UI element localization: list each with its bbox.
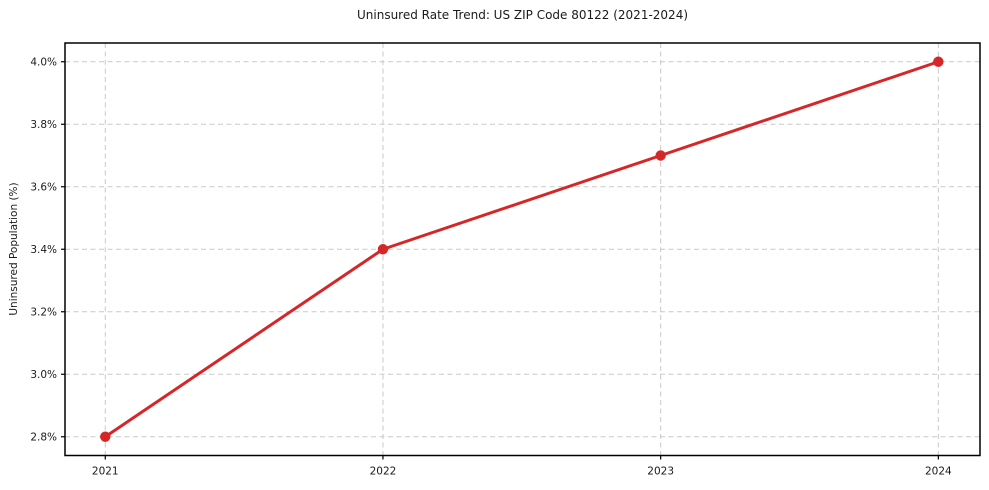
data-point [377, 244, 389, 255]
x-tick-label: 2023 [647, 466, 674, 478]
x-tick-label: 2022 [370, 466, 397, 478]
y-tick-label: 2.8% [30, 431, 57, 443]
y-tick-label: 3.0% [30, 369, 57, 381]
y-tick-label: 3.8% [30, 119, 57, 131]
y-axis-label: Uninsured Population (%) [8, 182, 20, 316]
data-line [103, 60, 940, 439]
data-point [933, 56, 944, 67]
plot-border [64, 42, 981, 457]
x-tick-label: 2021 [92, 466, 119, 478]
y-tick-label: 3.2% [30, 306, 57, 318]
y-tick-label: 3.6% [30, 181, 57, 193]
y-tick-label: 4.0% [30, 56, 57, 68]
data-point [100, 431, 111, 442]
data-point [655, 150, 666, 161]
y-tick-label: 3.4% [30, 244, 57, 256]
chart-title: Uninsured Rate Trend: US ZIP Code 80122 … [356, 8, 689, 22]
x-tick-label: 2024 [925, 466, 952, 478]
